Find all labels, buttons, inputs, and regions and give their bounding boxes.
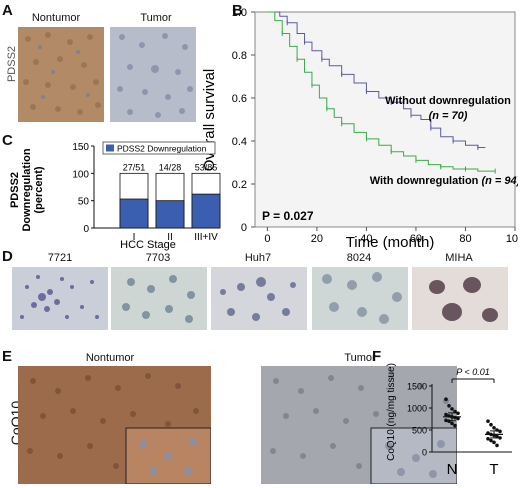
svg-text:PDSS2: PDSS2	[9, 172, 21, 208]
stage-bar	[191, 193, 221, 229]
survival-ytick-label: 1.0	[232, 7, 247, 19]
stage-bar	[119, 198, 149, 229]
series-without-n: (n = 70)	[429, 110, 468, 122]
coq10-dot	[492, 426, 496, 430]
coq10-dot	[444, 412, 448, 417]
stage-bar	[155, 200, 185, 229]
coq10-dot	[456, 411, 460, 416]
survival-xtick-label: 60	[410, 233, 422, 245]
panel-a-tumor-image	[110, 27, 196, 122]
coq10-dot	[447, 404, 451, 408]
panel-a-letter: A	[2, 2, 13, 19]
panel-e-tumor-image	[261, 366, 457, 484]
panel-a-header-tumor: Tumor	[140, 12, 172, 24]
survival-ytick-label: 0.2	[232, 179, 247, 191]
stage-bar-count: 14/28	[159, 162, 182, 172]
coq10-dot	[498, 429, 502, 434]
stage-ytick-label: 100	[72, 169, 89, 180]
stage-legend-box	[102, 141, 216, 155]
panel-e-letter: E	[2, 348, 13, 365]
stage-legend-text: PDSS2 Downregulation	[117, 144, 207, 154]
stage-bar-count: 27/51	[123, 162, 146, 172]
coq10-ytick-label: 500	[412, 426, 427, 436]
survival-xtick-label: 0	[264, 233, 270, 245]
series-with-label: With downregulation (n = 94)	[370, 175, 518, 187]
coq10-dot	[489, 438, 493, 443]
stage-category-label: I	[133, 232, 136, 243]
panel-b-letter: B	[232, 2, 243, 19]
coq10-dot	[450, 421, 454, 426]
survival-xtick-label: 100	[506, 233, 518, 245]
cell-image-huh7	[211, 267, 307, 330]
coq10-dot	[444, 397, 448, 401]
survival-pvalue: P = 0.027	[262, 209, 314, 223]
stage-legend-swatch	[106, 144, 114, 152]
survival-xtick-label: 80	[459, 233, 471, 245]
coq10-dot	[495, 443, 499, 448]
survival-ytick-label: 0.8	[232, 50, 247, 62]
survival-curve-without	[267, 11, 486, 148]
survival-xtick-label: 20	[311, 233, 323, 245]
svg-text:Downregulation: Downregulation	[21, 148, 33, 231]
coq10-dot	[453, 423, 457, 428]
coq10-category-label: N	[447, 461, 458, 478]
coq10-dot	[486, 437, 490, 441]
cell-image-7703	[111, 267, 207, 330]
panel-e-header-nontumor: Nontumor	[85, 352, 135, 364]
survival-plot-area	[254, 11, 516, 228]
cell-image-miha	[412, 267, 508, 330]
survival-ytick-label: 0.4	[232, 136, 247, 148]
panel-a-ylabel: PDSS2	[6, 45, 18, 83]
coq10-dot	[498, 436, 502, 440]
panel-e-header-tumor: Tumor	[344, 352, 376, 364]
survival-chart: 00.20.40.60.81.0020406080100 Overall sur…	[201, 7, 518, 250]
stage-ytick-label: 150	[72, 142, 89, 153]
coq10-ytick-label: 1000	[407, 404, 427, 414]
panel-c-letter: C	[2, 132, 13, 149]
panel-e-nontumor-image	[18, 366, 211, 484]
stage-bar-chart: PDSS2 Downregulation (percent) 0 50 100 150…	[9, 141, 221, 251]
coq10-ylabel: CoQ10 (ng/mg tissue)	[386, 363, 397, 461]
coq10-ytick-label: 0	[422, 448, 427, 458]
coq10-dot-chart: CoQ10 (ng/mg tissue) 0 500 1000 1500 N T P <…	[386, 363, 512, 478]
stage-xlabel: HCC Stage	[120, 239, 176, 251]
stage-ytick-label: 50	[78, 197, 90, 208]
series-without-label: Without downregulation	[385, 95, 511, 107]
cell-label-miha: MIHA	[445, 252, 473, 264]
coq10-dot	[450, 407, 454, 411]
cell-label-huh7: Huh7	[244, 252, 272, 264]
panel-f-letter: F	[372, 348, 382, 365]
panel-a-header-nontumor: Nontumor	[31, 12, 81, 24]
stage-category-label: III+IV	[194, 232, 218, 243]
stage-ylabel: PDSS2 Downregulation (percent)	[9, 148, 45, 231]
panel-a-nontumor-image	[18, 27, 104, 122]
coq10-dot	[489, 422, 493, 427]
survival-ytick-label: 0.6	[232, 93, 247, 105]
cell-label-8024: 8024	[346, 252, 372, 264]
cell-image-8024	[312, 267, 408, 330]
coq10-category-label: T	[489, 461, 498, 478]
survival-xlabel: Time (month)	[346, 234, 435, 250]
coq10-ytick-label: 1500	[407, 382, 427, 392]
cell-label-7703: 7703	[145, 252, 171, 264]
stage-bar-count: 53/85	[195, 162, 218, 172]
coq10-dot	[486, 419, 490, 423]
coq10-dot	[444, 418, 448, 423]
cell-label-7721: 7721	[47, 252, 73, 264]
cell-image-7721	[12, 267, 108, 330]
coq10-pvalue: P < 0.01	[456, 367, 489, 377]
coq10-dot	[456, 416, 460, 421]
coq10-dot	[492, 440, 496, 445]
survival-xtick-label: 40	[360, 233, 372, 245]
survival-ytick-label: 0	[241, 222, 247, 234]
stage-ytick-label: 0	[83, 224, 89, 235]
stage-category-label: II	[167, 232, 173, 243]
panel-d-letter: D	[2, 248, 13, 265]
svg-text:(percent): (percent)	[33, 166, 45, 213]
